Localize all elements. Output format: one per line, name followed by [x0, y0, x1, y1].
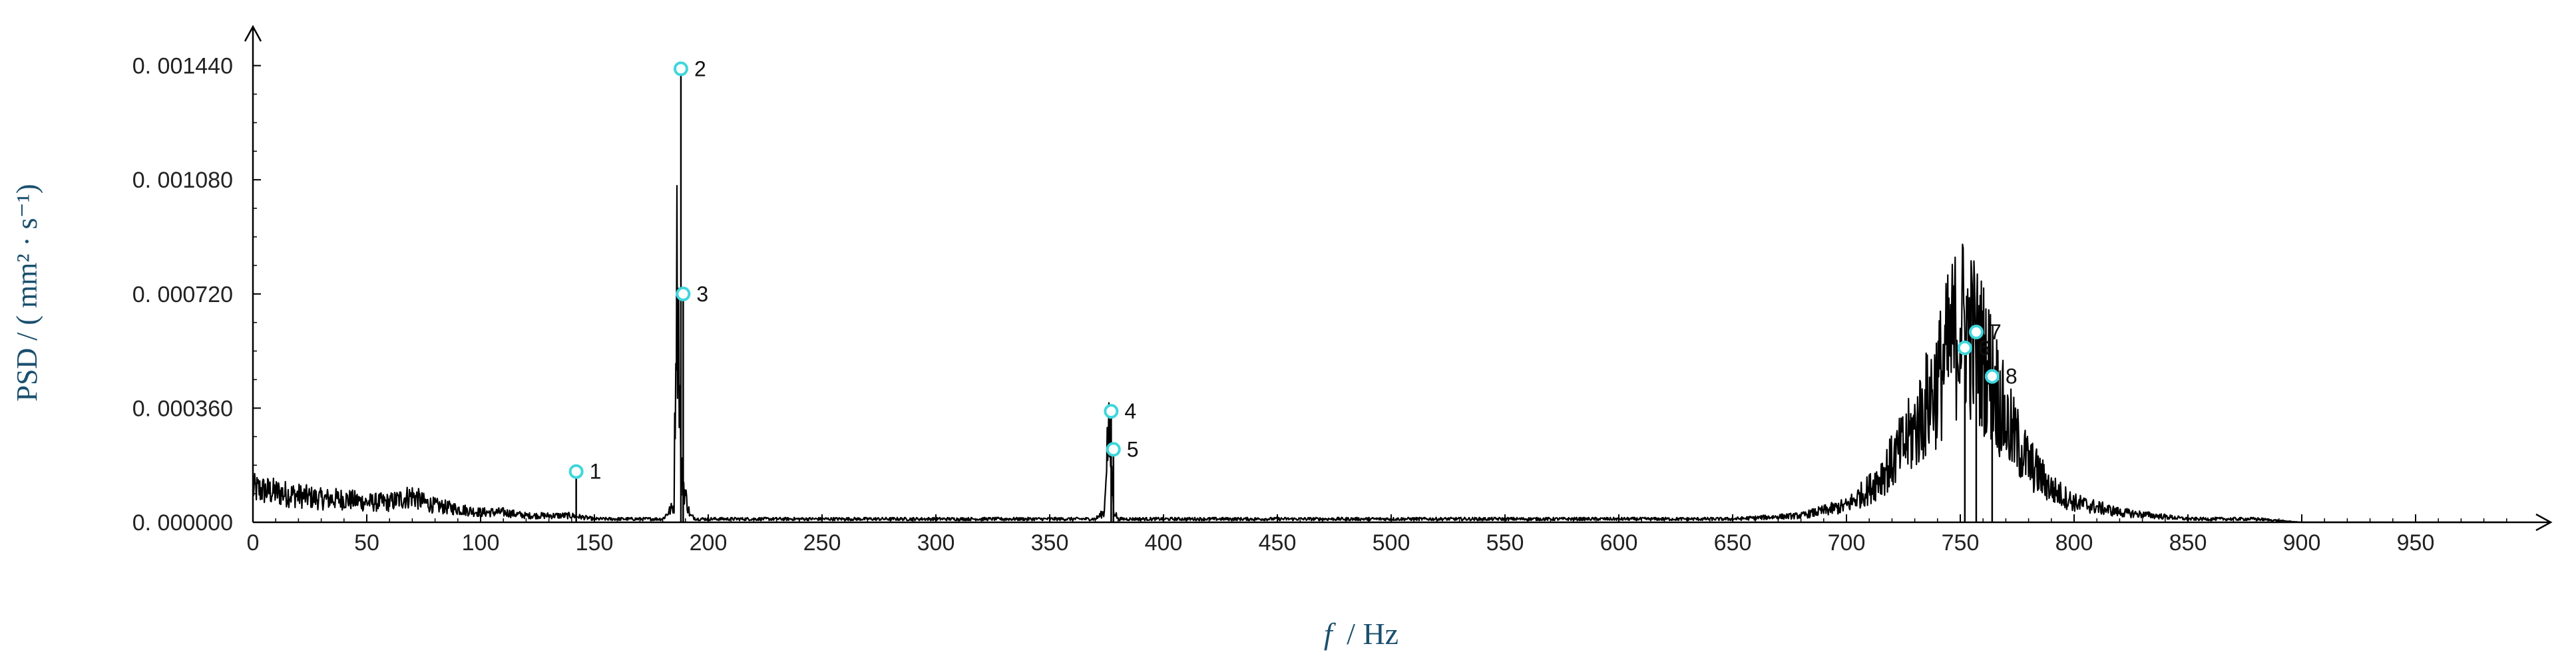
- peak-label: 7: [1990, 320, 2002, 344]
- peak-label: 1: [590, 460, 602, 484]
- x-tick-label: 100: [462, 530, 500, 556]
- axis-titles: f / Hz PSD / ( mm² · s⁻¹): [11, 184, 1398, 651]
- peak-marker: [1106, 442, 1121, 457]
- x-axis-symbol: f: [1324, 617, 1337, 651]
- peak-marker: [1104, 404, 1119, 419]
- x-tick-label: 350: [1031, 530, 1069, 556]
- y-tick-label: 0. 000000: [132, 510, 233, 536]
- peak-label: 8: [2006, 365, 2018, 389]
- y-axis-ticks: 0. 000000 0. 000360 0. 000720 0. 001080 0. 0…: [132, 54, 261, 536]
- x-tick-label: 500: [1373, 530, 1410, 556]
- x-tick-label: 200: [690, 530, 728, 556]
- x-tick-label: 800: [2055, 530, 2093, 556]
- y-axis-title: PSD / ( mm² · s⁻¹): [11, 184, 43, 401]
- series-group: [252, 69, 2507, 524]
- x-tick-label: 650: [1714, 530, 1752, 556]
- x-tick-label: 550: [1486, 530, 1524, 556]
- axes: [244, 25, 2553, 532]
- x-tick-label: 850: [2169, 530, 2207, 556]
- x-axis-arrow: [2535, 513, 2553, 532]
- x-tick-label: 900: [2283, 530, 2321, 556]
- x-tick-label: 750: [1942, 530, 1980, 556]
- y-tick-label: 0. 001080: [132, 168, 233, 193]
- x-axis-unit: / Hz: [1347, 617, 1398, 651]
- psd-series-line: [252, 185, 2507, 524]
- peak-label: 2: [694, 57, 706, 81]
- x-tick-label: 300: [917, 530, 955, 556]
- x-tick-label: 600: [1600, 530, 1638, 556]
- x-tick-label: 400: [1145, 530, 1183, 556]
- y-tick-label: 0. 000360: [132, 396, 233, 421]
- peak-marker: [1957, 340, 1972, 355]
- peak-label: 6: [1978, 336, 1990, 360]
- peak-marker: [1968, 325, 1984, 339]
- peak-label: 3: [696, 282, 708, 306]
- x-tick-label: 250: [803, 530, 841, 556]
- x-axis-title: f / Hz: [1324, 617, 1398, 651]
- peak-label: 4: [1124, 399, 1136, 423]
- peak-label: 5: [1127, 437, 1139, 461]
- x-tick-label: 50: [354, 530, 379, 556]
- y-tick-label: 0. 000720: [132, 282, 233, 307]
- peak-markers: 1 2 3 4 5 678: [568, 57, 2018, 484]
- y-axis-arrow: [244, 25, 262, 42]
- peak-marker: [1984, 369, 2000, 384]
- x-axis-ticks: 0 50 100 150 200 250 300 350 400 450 500 550 600 650 7…: [247, 514, 2507, 556]
- x-tick-label: 950: [2397, 530, 2435, 556]
- x-tick-label: 450: [1259, 530, 1297, 556]
- x-tick-label: 700: [1828, 530, 1866, 556]
- x-tick-label: 150: [576, 530, 614, 556]
- peak-marker: [676, 286, 691, 301]
- peak-marker: [568, 464, 584, 479]
- y-tick-label: 0. 001440: [132, 54, 233, 79]
- x-tick-label: 0: [247, 530, 260, 556]
- peak-marker: [673, 61, 688, 77]
